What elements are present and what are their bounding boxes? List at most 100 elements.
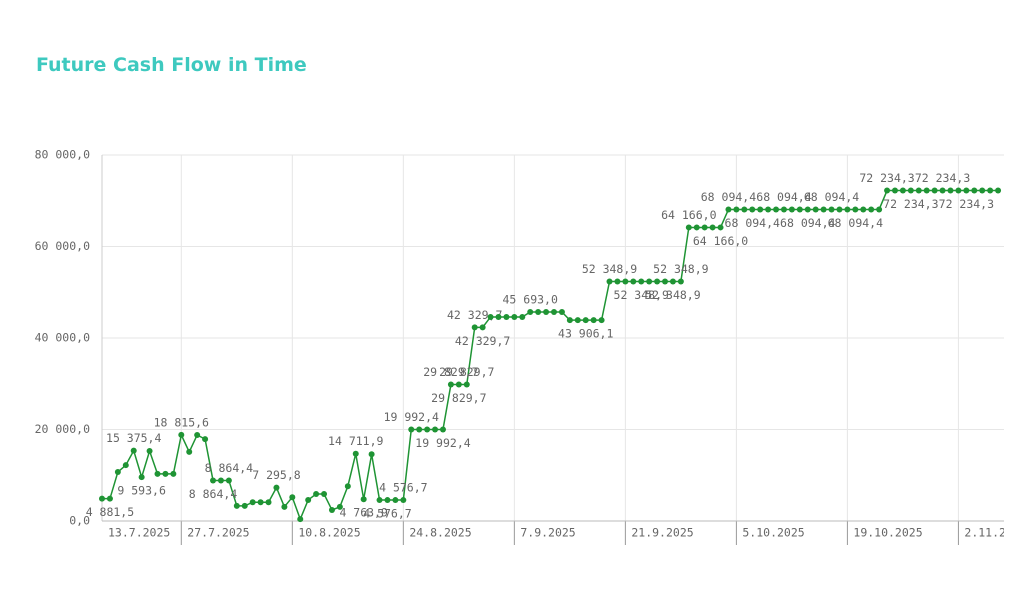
- data-label: 68 094,4: [725, 216, 780, 230]
- data-point: [765, 206, 772, 213]
- data-label: 64 166,0: [661, 208, 716, 222]
- data-point: [368, 451, 375, 458]
- data-point: [963, 187, 970, 194]
- data-label: 8 864,4: [189, 487, 238, 501]
- data-point: [376, 497, 383, 504]
- data-point: [162, 470, 169, 477]
- data-label: 8 864,4: [205, 461, 254, 475]
- data-point: [709, 224, 716, 231]
- data-point: [979, 187, 986, 194]
- data-label: 64 166,0: [693, 234, 748, 248]
- data-point: [749, 206, 756, 213]
- data-point: [558, 308, 565, 315]
- data-point: [265, 499, 272, 506]
- data-point: [527, 308, 534, 315]
- x-tick-label: 2.11.2025: [964, 526, 1024, 540]
- data-label: 15 375,4: [106, 431, 161, 445]
- data-point: [122, 462, 129, 469]
- y-tick-label: 60 000,0: [35, 239, 90, 253]
- data-point: [463, 381, 470, 388]
- x-tick-label: 27.7.2025: [187, 526, 249, 540]
- data-point: [931, 187, 938, 194]
- data-point: [812, 206, 819, 213]
- data-label: 72 234,3: [939, 197, 994, 211]
- data-label: 52 348,9: [582, 262, 637, 276]
- data-point: [884, 187, 891, 194]
- data-point: [281, 503, 288, 510]
- data-label: 19 992,4: [415, 436, 470, 450]
- data-point: [194, 431, 201, 438]
- data-point: [130, 447, 137, 454]
- data-label: 72 234,3: [883, 197, 938, 211]
- data-label: 42 329,7: [455, 334, 510, 348]
- x-tick-label: 5.10.2025: [742, 526, 804, 540]
- data-point: [701, 224, 708, 231]
- data-point: [408, 426, 415, 433]
- data-point: [899, 187, 906, 194]
- data-point: [233, 502, 240, 509]
- data-label: 29 829,7: [423, 365, 478, 379]
- data-point: [511, 313, 518, 320]
- data-point: [669, 278, 676, 285]
- data-point: [939, 187, 946, 194]
- data-point: [447, 381, 454, 388]
- data-label: 29 829,7: [439, 365, 494, 379]
- data-point: [820, 206, 827, 213]
- data-point: [773, 206, 780, 213]
- data-point: [598, 317, 605, 324]
- data-point: [114, 469, 121, 476]
- data-point: [455, 381, 462, 388]
- data-point: [170, 470, 177, 477]
- data-point: [757, 206, 764, 213]
- data-point: [780, 206, 787, 213]
- data-point: [654, 278, 661, 285]
- data-point: [574, 317, 581, 324]
- data-point: [336, 503, 343, 510]
- x-tick-label: 13.7.2025: [108, 526, 170, 540]
- data-point: [535, 308, 542, 315]
- data-point: [868, 206, 875, 213]
- data-point: [828, 206, 835, 213]
- data-point: [614, 278, 621, 285]
- data-point: [646, 278, 653, 285]
- data-label: 52 348,9: [614, 288, 669, 302]
- data-point: [202, 436, 209, 443]
- data-point: [677, 278, 684, 285]
- data-point: [947, 187, 954, 194]
- data-point: [146, 448, 153, 455]
- data-point: [741, 206, 748, 213]
- data-point: [99, 495, 105, 502]
- data-label: 4 881,5: [86, 505, 134, 519]
- x-tick-label: 24.8.2025: [409, 526, 471, 540]
- data-point: [923, 187, 930, 194]
- data-point: [955, 187, 962, 194]
- data-point: [305, 496, 312, 503]
- data-point: [416, 426, 423, 433]
- data-label: 68 094,4: [804, 190, 859, 204]
- data-point: [860, 206, 867, 213]
- data-point: [186, 448, 193, 455]
- data-point: [360, 496, 367, 503]
- data-label: 29 829,7: [431, 391, 486, 405]
- data-point: [273, 484, 280, 491]
- y-tick-label: 40 000,0: [35, 331, 90, 345]
- data-point: [321, 491, 328, 498]
- data-label: 52 348,9: [645, 288, 700, 302]
- data-point: [543, 308, 550, 315]
- data-label: 68 094,4: [780, 216, 835, 230]
- x-tick-label: 7.9.2025: [520, 526, 575, 540]
- data-point: [225, 477, 232, 484]
- data-label: 72 234,3: [915, 171, 970, 185]
- data-point: [352, 450, 359, 457]
- data-point: [725, 206, 732, 213]
- data-point: [210, 477, 217, 484]
- y-tick-label: 80 000,0: [35, 148, 90, 162]
- data-point: [852, 206, 859, 213]
- data-point: [566, 317, 573, 324]
- data-point: [844, 206, 851, 213]
- data-point: [717, 224, 724, 231]
- data-point: [804, 206, 811, 213]
- data-point: [328, 507, 335, 514]
- y-tick-label: 0,0: [69, 514, 90, 528]
